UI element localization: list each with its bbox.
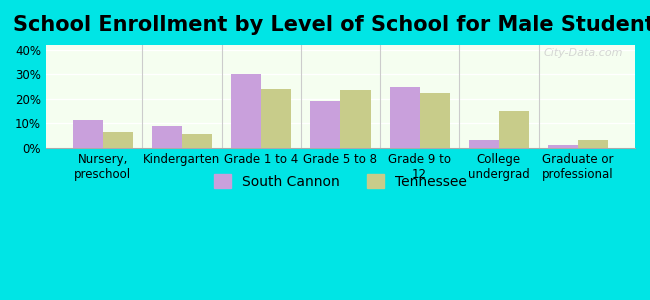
- Bar: [73, 120, 103, 148]
- Bar: [548, 146, 578, 148]
- Legend: South Cannon, Tennessee: South Cannon, Tennessee: [209, 169, 473, 194]
- Bar: [420, 93, 450, 148]
- Bar: [389, 87, 420, 148]
- Bar: [469, 140, 499, 148]
- Bar: [182, 134, 212, 148]
- Bar: [578, 140, 608, 148]
- Text: City-Data.com: City-Data.com: [543, 48, 623, 58]
- Bar: [341, 90, 370, 148]
- Bar: [103, 132, 133, 148]
- Bar: [499, 111, 529, 148]
- Title: School Enrollment by Level of School for Male Students: School Enrollment by Level of School for…: [13, 15, 650, 35]
- Bar: [261, 89, 291, 148]
- Bar: [231, 74, 261, 148]
- Bar: [152, 126, 182, 148]
- Bar: [310, 101, 341, 148]
